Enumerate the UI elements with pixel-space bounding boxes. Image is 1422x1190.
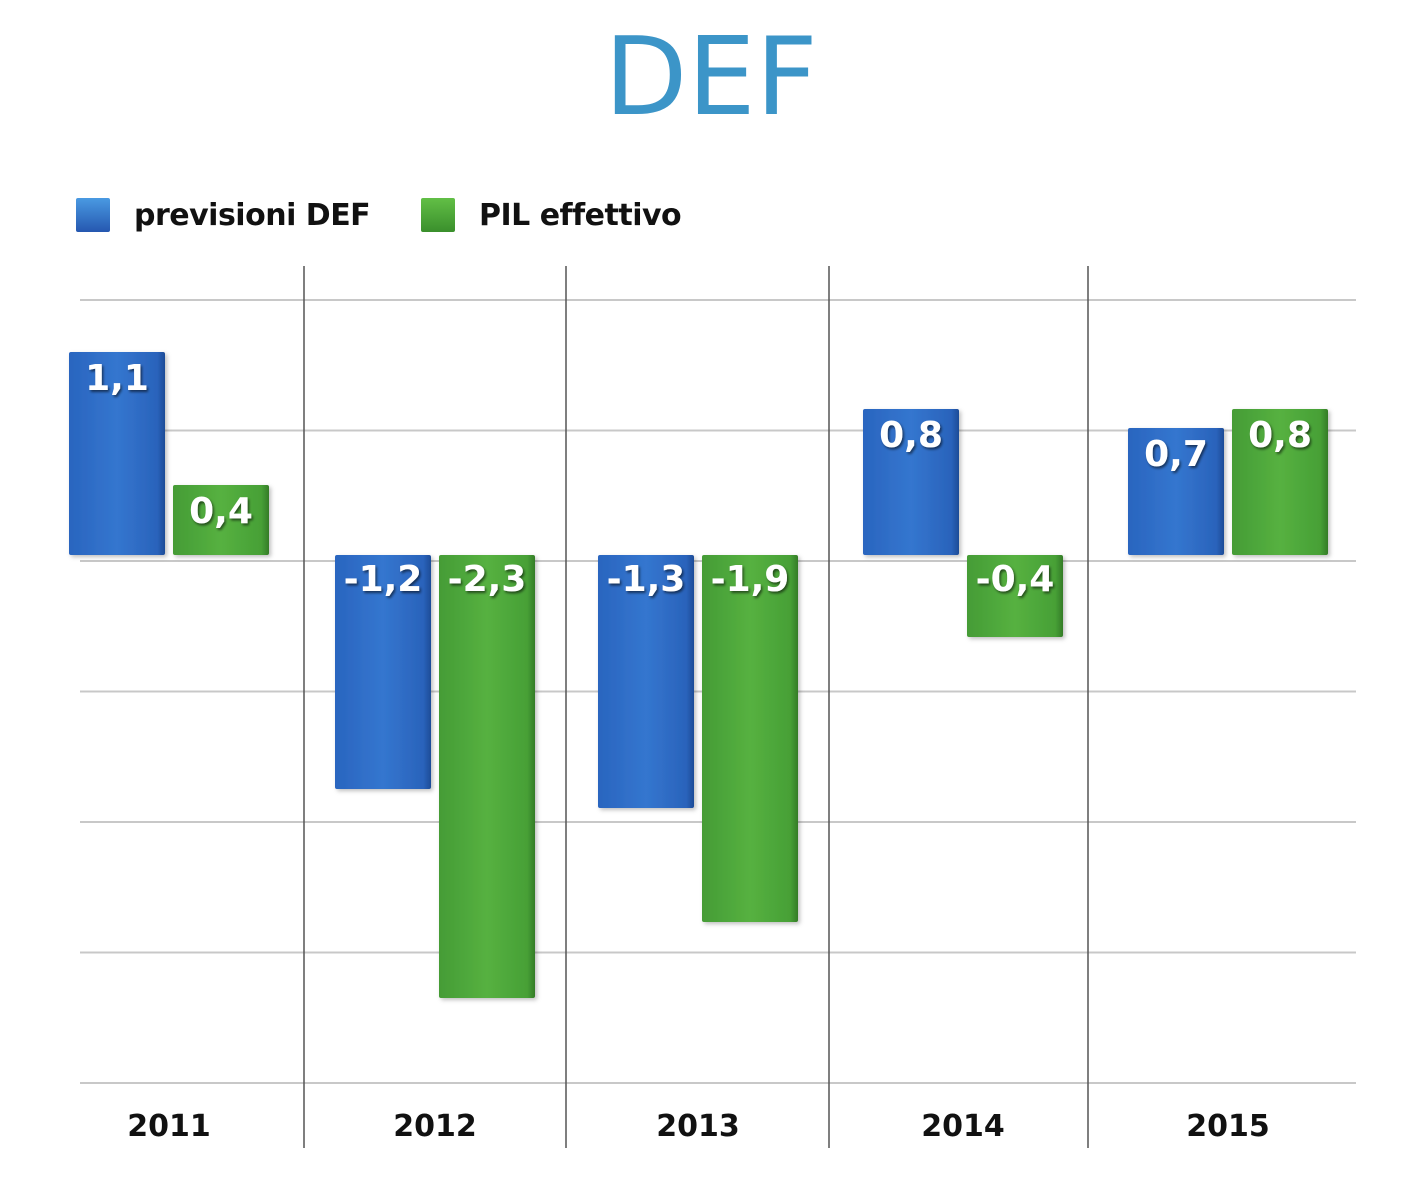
label-effettivo-2013: -1,9 <box>711 559 790 600</box>
label-previsioni-2013: -1,3 <box>607 559 686 600</box>
label-previsioni-2012: -1,2 <box>344 559 423 600</box>
bar-effettivo-2013 <box>702 555 798 922</box>
label-effettivo-2011: 0,4 <box>189 491 253 532</box>
bar-previsioni-2014 <box>863 409 959 555</box>
bar-labels: 1,1 0,4 -1,2 -2,3 -1,3 -1,9 0,8 -0,4 0,7 0,8 <box>85 358 1312 600</box>
year-label-2015: 2015 <box>1186 1109 1270 1144</box>
legend-swatch-previsioni <box>76 198 110 232</box>
bar-effettivo-2012 <box>439 555 535 998</box>
legend-label-previsioni: previsioni DEF <box>134 198 371 233</box>
year-label-2012: 2012 <box>393 1109 477 1144</box>
bar-previsioni-2011 <box>69 352 165 555</box>
x-axis: 2011 2012 2013 2014 2015 <box>127 1109 1270 1144</box>
label-previsioni-2015: 0,7 <box>1144 434 1208 475</box>
bar-previsioni-2015 <box>1128 428 1224 555</box>
bar-effettivo-2011 <box>173 485 269 555</box>
bar-previsioni-2013 <box>598 555 694 808</box>
chart-title: DEF <box>604 15 818 140</box>
bars <box>69 352 1328 998</box>
bar-effettivo-2015 <box>1232 409 1328 555</box>
label-effettivo-2015: 0,8 <box>1248 415 1312 456</box>
label-previsioni-2011: 1,1 <box>85 358 149 399</box>
label-effettivo-2012: -2,3 <box>448 559 527 600</box>
year-label-2014: 2014 <box>921 1109 1005 1144</box>
year-label-2011: 2011 <box>127 1109 211 1144</box>
legend-swatch-effettivo <box>421 198 455 232</box>
legend-label-effettivo: PIL effettivo <box>479 198 682 233</box>
bar-previsioni-2012 <box>335 555 431 789</box>
label-effettivo-2014: -0,4 <box>976 559 1055 600</box>
year-label-2013: 2013 <box>656 1109 740 1144</box>
label-previsioni-2014: 0,8 <box>879 415 943 456</box>
bar-effettivo-2014 <box>967 555 1063 637</box>
